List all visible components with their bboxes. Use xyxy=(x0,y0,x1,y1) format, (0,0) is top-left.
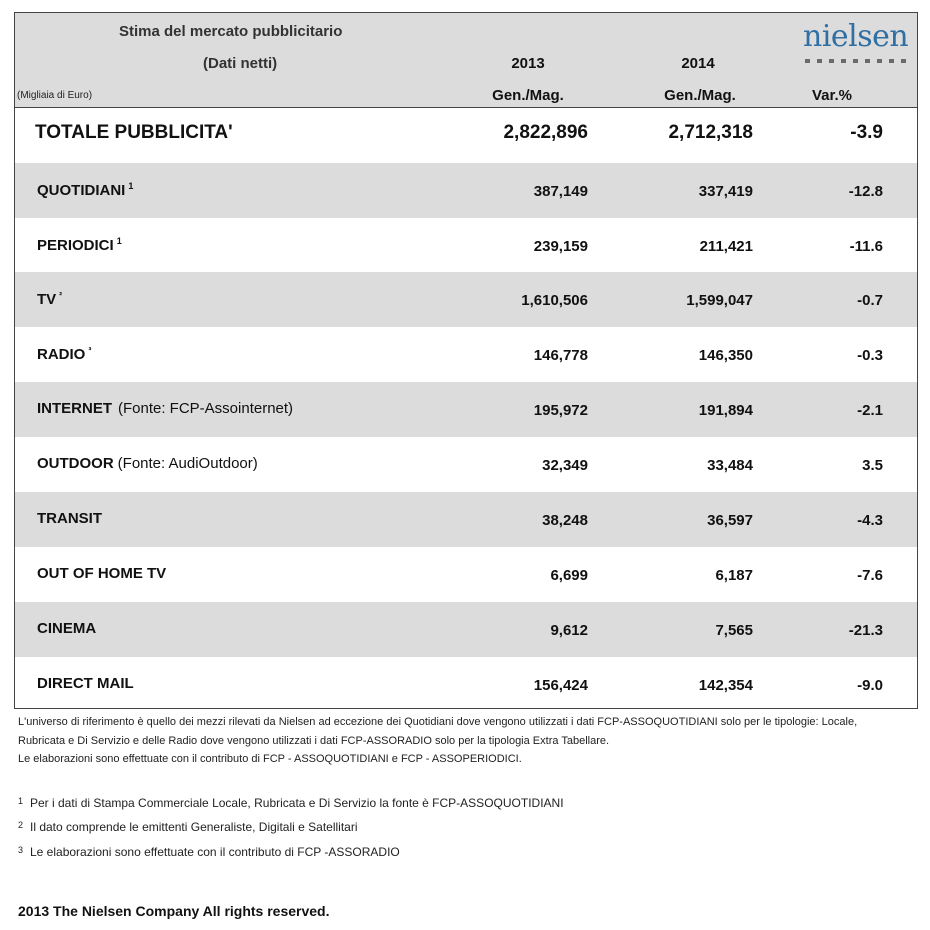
table-row: DIRECT MAIL 156,424 142,354 -9.0 xyxy=(15,657,917,712)
row-label: TRANSIT xyxy=(37,510,102,527)
table-row: OUT OF HOME TV 6,699 6,187 -7.6 xyxy=(15,547,917,602)
footnote-text: Il dato comprende le emittenti Generalis… xyxy=(30,820,358,834)
value-var: -4.3 xyxy=(857,512,883,529)
note-line: Le elaborazioni sono effettuate con il c… xyxy=(18,753,522,765)
footnote-mark: ³ xyxy=(88,345,92,355)
logo-dots xyxy=(805,59,909,63)
value-2014: 337,419 xyxy=(698,183,753,200)
table-row: INTERNET (Fonte: FCP-Assointernet) 195,97… xyxy=(15,382,917,437)
table-title: Stima del mercato pubblicitario xyxy=(119,23,343,40)
table-subtitle: (Dati netti) xyxy=(203,55,278,72)
row-label: PERIODICI 1 xyxy=(37,236,122,254)
table-row: QUOTIDIANI 1 387,149 337,419 -12.8 xyxy=(15,163,917,218)
row-label: RADIO ³ xyxy=(37,345,92,363)
footnote-mark: 1 xyxy=(116,236,122,246)
value-2014: 191,894 xyxy=(698,402,753,419)
footnote-mark: 1 xyxy=(128,181,134,191)
units-label: (Migliaia di Euro) xyxy=(17,90,93,101)
value-2013: 32,349 xyxy=(542,457,588,474)
value-var: -12.8 xyxy=(848,183,883,200)
period-2013-header: Gen./Mag. xyxy=(492,87,564,104)
row-label: QUOTIDIANI 1 xyxy=(37,181,134,199)
value-2013: 387,149 xyxy=(533,183,588,200)
footnote-text: Le elaborazioni sono effettuate con il c… xyxy=(30,845,400,859)
note-line: L'universo di riferimento è quello dei m… xyxy=(18,716,858,728)
footnote-1: 1 Per i dati di Stampa Commerciale Locale… xyxy=(18,796,564,810)
copyright-notice: 2013 The Nielsen Company All rights rese… xyxy=(18,903,330,919)
table-row: RADIO ³ 146,778 146,350 -0.3 xyxy=(15,327,917,382)
value-2013: 146,778 xyxy=(533,347,588,364)
row-source: (Fonte: FCP-Assointernet) xyxy=(118,400,294,417)
value-2013: 239,159 xyxy=(533,238,588,255)
value-2014: 6,187 xyxy=(715,567,753,584)
value-2013: 2,822,896 xyxy=(503,122,588,143)
value-2013: 1,610,506 xyxy=(521,292,588,309)
value-2014: 211,421 xyxy=(699,238,753,255)
value-var: -21.3 xyxy=(848,622,883,639)
row-label: INTERNET (Fonte: FCP-Assointernet) xyxy=(37,400,294,417)
table-row: OUTDOOR (Fonte: AudiOutdoor) 32,349 33,48… xyxy=(15,437,917,492)
value-2014: 2,712,318 xyxy=(668,122,753,143)
footnote-mark: 3 xyxy=(18,845,24,855)
value-2014: 33,484 xyxy=(707,457,753,474)
value-var: -9.0 xyxy=(857,677,883,694)
value-2014: 142,354 xyxy=(698,677,753,694)
value-2014: 146,350 xyxy=(698,347,753,364)
footnote-mark: 1 xyxy=(18,796,24,806)
variation-header: Var.% xyxy=(811,87,853,104)
row-label: CINEMA xyxy=(37,620,97,637)
row-label: TV ² xyxy=(37,290,63,308)
row-source: (Fonte: AudiOutdoor) xyxy=(117,455,258,472)
period-2014-header: Gen./Mag. xyxy=(664,87,736,104)
table-row: PERIODICI 1 239,159 211,421 -11.6 xyxy=(15,218,917,273)
methodology-notes: L'universo di riferimento è quello dei m… xyxy=(18,713,918,769)
value-2013: 6,699 xyxy=(550,567,588,584)
value-2013: 195,972 xyxy=(533,402,588,419)
footnote-2: 2 Il dato comprende le emittenti Generali… xyxy=(18,820,358,834)
market-estimate-table: Stima del mercato pubblicitario (Dati ne… xyxy=(14,12,918,709)
table-row-total: TOTALE PUBBLICITA' 2,822,896 2,712,318 -… xyxy=(15,108,917,163)
table-header: Stima del mercato pubblicitario (Dati ne… xyxy=(15,13,917,108)
value-var: -0.7 xyxy=(857,292,883,309)
footnote-mark: ² xyxy=(59,290,63,300)
row-label: DIRECT MAIL xyxy=(37,675,134,692)
value-2014: 36,597 xyxy=(707,512,753,529)
footnote-3: 3 Le elaborazioni sono effettuate con il … xyxy=(18,845,400,859)
table-row: CINEMA 9,612 7,565 -21.3 xyxy=(15,602,917,657)
row-label: OUTDOOR (Fonte: AudiOutdoor) xyxy=(37,455,258,472)
value-2014: 1,599,047 xyxy=(686,292,753,309)
year-2014-header: 2014 xyxy=(681,55,715,72)
value-var: -2.1 xyxy=(857,402,883,419)
nielsen-logo: nielsen xyxy=(803,19,913,69)
value-2014: 7,565 xyxy=(715,622,753,639)
value-var: -7.6 xyxy=(857,567,883,584)
row-label: TOTALE PUBBLICITA' xyxy=(35,122,233,143)
value-var: 3.5 xyxy=(862,457,883,474)
row-label: OUT OF HOME TV xyxy=(37,565,167,582)
table-row: TRANSIT 38,248 36,597 -4.3 xyxy=(15,492,917,547)
value-2013: 156,424 xyxy=(533,677,588,694)
value-2013: 9,612 xyxy=(550,622,588,639)
value-var: -11.6 xyxy=(849,238,883,255)
year-2013-header: 2013 xyxy=(511,55,545,72)
value-var: -3.9 xyxy=(850,122,883,143)
footnote-mark: 2 xyxy=(18,820,24,830)
table-row: TV ² 1,610,506 1,599,047 -0.7 xyxy=(15,272,917,327)
footnote-text: Per i dati di Stampa Commerciale Locale,… xyxy=(30,796,564,810)
note-line: Rubricata e Di Servizio e delle Radio do… xyxy=(18,734,610,747)
logo-wordmark: nielsen xyxy=(803,19,909,54)
value-var: -0.3 xyxy=(857,347,883,364)
value-2013: 38,248 xyxy=(542,512,588,529)
